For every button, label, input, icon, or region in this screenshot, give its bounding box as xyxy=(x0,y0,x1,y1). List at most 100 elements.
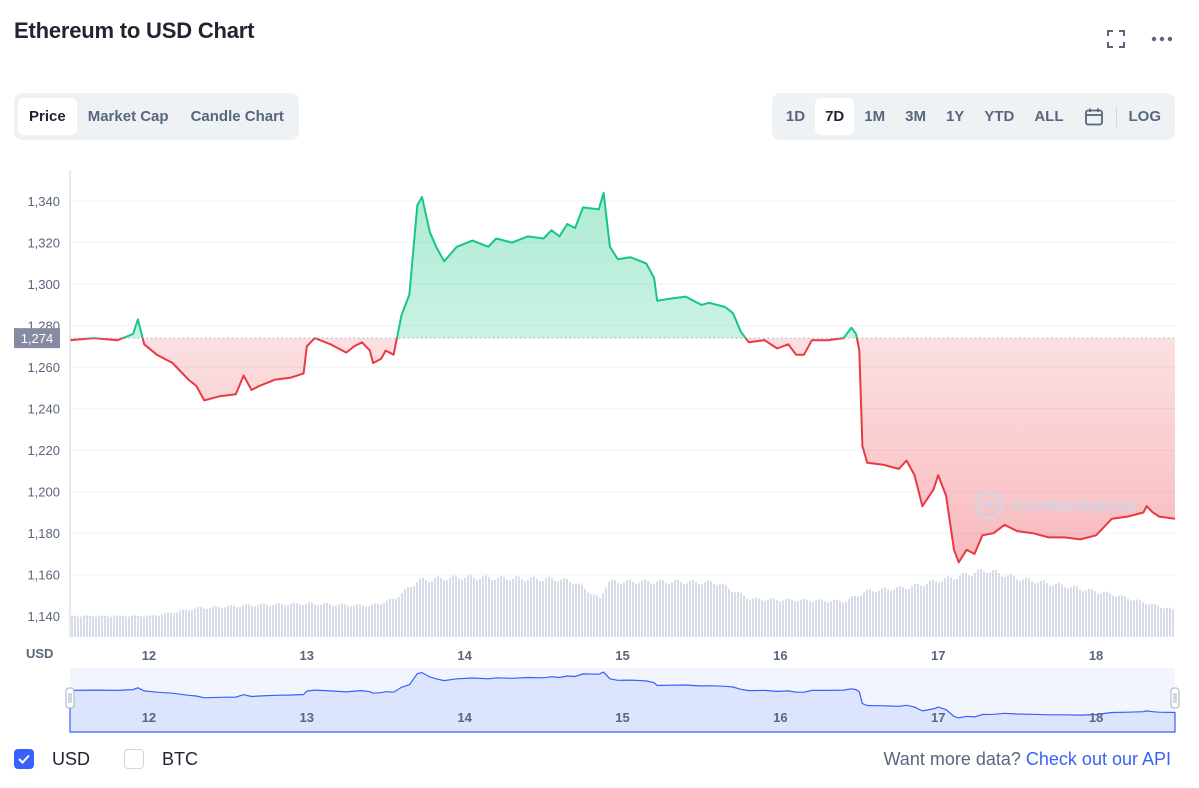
volume-bar xyxy=(569,582,571,637)
tab-price[interactable]: Price xyxy=(18,98,77,135)
volume-bar xyxy=(92,616,94,637)
volume-bar xyxy=(614,580,616,637)
volume-bar xyxy=(839,601,841,637)
y-tick-label: 1,180 xyxy=(27,526,60,541)
volume-bar xyxy=(941,581,943,637)
volume-bar xyxy=(992,570,994,637)
log-scale-toggle[interactable]: LOG xyxy=(1128,108,1162,125)
volume-bar xyxy=(77,617,79,637)
volume-bar xyxy=(626,580,628,637)
volume-bar xyxy=(1058,582,1060,637)
volume-bar xyxy=(728,588,730,637)
volume-bar xyxy=(521,579,523,637)
range-7d[interactable]: 7D xyxy=(815,98,855,135)
range-1m[interactable]: 1M xyxy=(864,108,886,125)
volume-bar xyxy=(1145,604,1147,637)
usd-checkbox[interactable]: USD xyxy=(14,749,90,770)
volume-bar xyxy=(473,577,475,637)
volume-bar xyxy=(98,616,100,637)
range-3m[interactable]: 3M xyxy=(905,108,926,125)
volume-bar xyxy=(761,600,763,637)
price-line-down[interactable] xyxy=(69,193,1176,564)
volume-bar xyxy=(980,569,982,637)
volume-bar xyxy=(854,596,856,637)
volume-bar xyxy=(452,575,454,637)
volume-bar xyxy=(668,583,670,637)
volume-bar xyxy=(428,581,430,637)
volume-bar xyxy=(287,605,289,637)
range-navigator[interactable]: 12 13 14 15 16 17 18 xyxy=(65,668,1180,733)
volume-bar xyxy=(944,578,946,637)
btc-checkbox[interactable]: BTC xyxy=(124,749,198,770)
more-icon[interactable] xyxy=(1149,26,1175,52)
volume-bar xyxy=(629,579,631,637)
volume-bar xyxy=(86,615,88,637)
volume-bar xyxy=(224,607,226,637)
volume-bar xyxy=(443,580,445,637)
chart-footer: USD BTC Want more data? Check out our AP… xyxy=(14,744,1171,774)
y-tick-label: 1,200 xyxy=(27,485,60,500)
volume-bar xyxy=(104,615,106,637)
x-tick-label: 14 xyxy=(457,648,472,663)
volume-bar xyxy=(1001,576,1003,637)
volume-bar xyxy=(905,589,907,637)
volume-bar xyxy=(479,579,481,637)
volume-bar xyxy=(572,584,574,637)
tab-candle-chart[interactable]: Candle Chart xyxy=(190,108,284,125)
navigator-handle-right[interactable] xyxy=(1170,687,1180,709)
volume-bar xyxy=(617,582,619,637)
baseline-label-bg xyxy=(14,328,60,349)
volume-bar xyxy=(584,588,586,637)
fullscreen-icon[interactable] xyxy=(1103,26,1129,52)
price-line-up[interactable] xyxy=(70,191,1175,563)
volume-bar xyxy=(1130,600,1132,637)
volume-bar xyxy=(107,616,109,637)
volume-bar xyxy=(296,603,298,637)
volume-bar xyxy=(281,603,283,637)
volume-bar xyxy=(527,579,529,637)
volume-bar xyxy=(167,612,169,637)
calendar-icon[interactable] xyxy=(1074,98,1114,135)
volume-bar xyxy=(581,584,583,637)
watermark-text: CoinMarketCap xyxy=(1012,496,1137,515)
volume-bar xyxy=(953,579,955,637)
volume-bar xyxy=(233,605,235,637)
baseline-label: 1,274 xyxy=(21,331,54,346)
price-chart[interactable]: CoinMarketCap 1,140 1,160 1,180 1,200 1,220 1… xyxy=(0,160,1199,735)
volume-bar xyxy=(314,604,316,637)
volume-bar xyxy=(1097,593,1099,637)
volume-bar xyxy=(152,615,154,637)
navigator-handle-left[interactable] xyxy=(65,687,75,709)
volume-bar xyxy=(965,573,967,637)
volume-bar xyxy=(776,600,778,637)
volume-bar xyxy=(674,580,676,637)
volume-bar xyxy=(1055,583,1057,637)
chart-type-tabs: Price Market Cap Candle Chart xyxy=(14,93,299,140)
volume-bar xyxy=(797,601,799,637)
tab-market-cap[interactable]: Market Cap xyxy=(87,108,169,125)
volume-bar xyxy=(857,596,859,637)
api-link[interactable]: Check out our API xyxy=(1025,748,1171,769)
range-1y[interactable]: 1Y xyxy=(945,108,965,125)
volume-bar xyxy=(683,584,685,637)
volume-bar xyxy=(1049,585,1051,637)
volume-bar xyxy=(908,588,910,637)
range-1d[interactable]: 1D xyxy=(785,108,806,125)
volume-bar xyxy=(644,579,646,637)
volume-bar xyxy=(599,597,601,637)
y-tick-label: 1,240 xyxy=(27,402,60,417)
volume-bar xyxy=(1016,579,1018,637)
volume-bar xyxy=(356,604,358,637)
volume-bar xyxy=(263,603,265,637)
volume-bar xyxy=(1103,592,1105,637)
volume-bar xyxy=(737,591,739,637)
volume-bar xyxy=(386,600,388,637)
volume-bar xyxy=(515,576,517,637)
volume-bar xyxy=(962,572,964,637)
volume-bar xyxy=(311,602,313,637)
range-ytd[interactable]: YTD xyxy=(984,108,1015,125)
volume-bar xyxy=(392,598,394,637)
range-all[interactable]: ALL xyxy=(1034,108,1064,125)
volume-bar xyxy=(1133,600,1135,637)
navigator-tick-label: 18 xyxy=(1089,710,1103,725)
